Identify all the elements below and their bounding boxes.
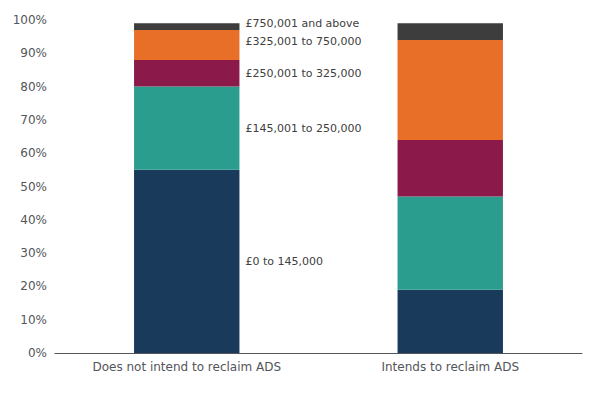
svg-text:10%: 10% bbox=[20, 313, 47, 327]
svg-text:30%: 30% bbox=[20, 246, 47, 260]
svg-text:100%: 100% bbox=[13, 13, 47, 27]
svg-text:£325,001 to 750,000: £325,001 to 750,000 bbox=[245, 35, 361, 48]
svg-text:Intends to reclaim ADS: Intends to reclaim ADS bbox=[381, 360, 519, 374]
svg-text:£0 to 145,000: £0 to 145,000 bbox=[245, 255, 323, 268]
svg-text:£750,001 and above: £750,001 and above bbox=[245, 17, 359, 30]
svg-text:0%: 0% bbox=[28, 346, 47, 360]
svg-text:90%: 90% bbox=[20, 46, 47, 60]
svg-text:80%: 80% bbox=[20, 80, 47, 94]
svg-text:70%: 70% bbox=[20, 113, 47, 127]
svg-text:£145,001 to 250,000: £145,001 to 250,000 bbox=[245, 122, 361, 135]
svg-text:Does not intend to reclaim ADS: Does not intend to reclaim ADS bbox=[92, 360, 281, 374]
svg-text:20%: 20% bbox=[20, 279, 47, 293]
svg-text:£250,001 to 325,000: £250,001 to 325,000 bbox=[245, 67, 361, 80]
svg-text:40%: 40% bbox=[20, 213, 47, 227]
svg-text:60%: 60% bbox=[20, 146, 47, 160]
svg-text:50%: 50% bbox=[20, 180, 47, 194]
